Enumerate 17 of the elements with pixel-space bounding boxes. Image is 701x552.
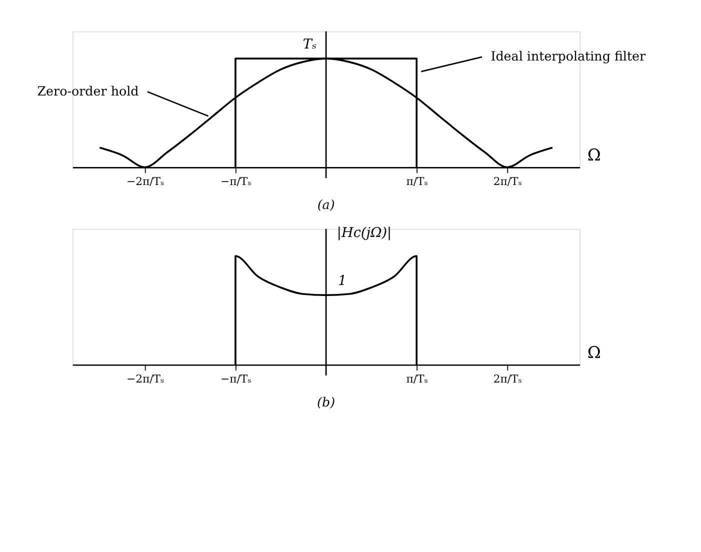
x-tick-label: −π/Tₛ [220, 372, 252, 386]
y-axis-title: |Hc(jΩ)| [336, 224, 392, 241]
x-tick-label: −π/Tₛ [220, 174, 252, 188]
x-tick-label: −2π/Tₛ [126, 174, 165, 188]
x-axis-title: Ω [587, 145, 601, 164]
text: (a) [317, 196, 335, 212]
x-tick-label: π/Tₛ [406, 174, 428, 188]
text: (b) [317, 394, 336, 410]
x-tick-label: 2π/Tₛ [493, 372, 522, 386]
x-tick-label: 2π/Tₛ [493, 174, 522, 188]
text: Tₛ [302, 36, 317, 53]
x-tick-label: −2π/Tₛ [126, 372, 165, 386]
annotation: Ideal interpolating filter [490, 48, 647, 64]
annotation: 1 [338, 273, 347, 290]
x-axis-title: Ω [587, 342, 601, 362]
annotation: Zero-order hold [37, 83, 139, 98]
x-tick-label: π/Tₛ [406, 372, 428, 386]
